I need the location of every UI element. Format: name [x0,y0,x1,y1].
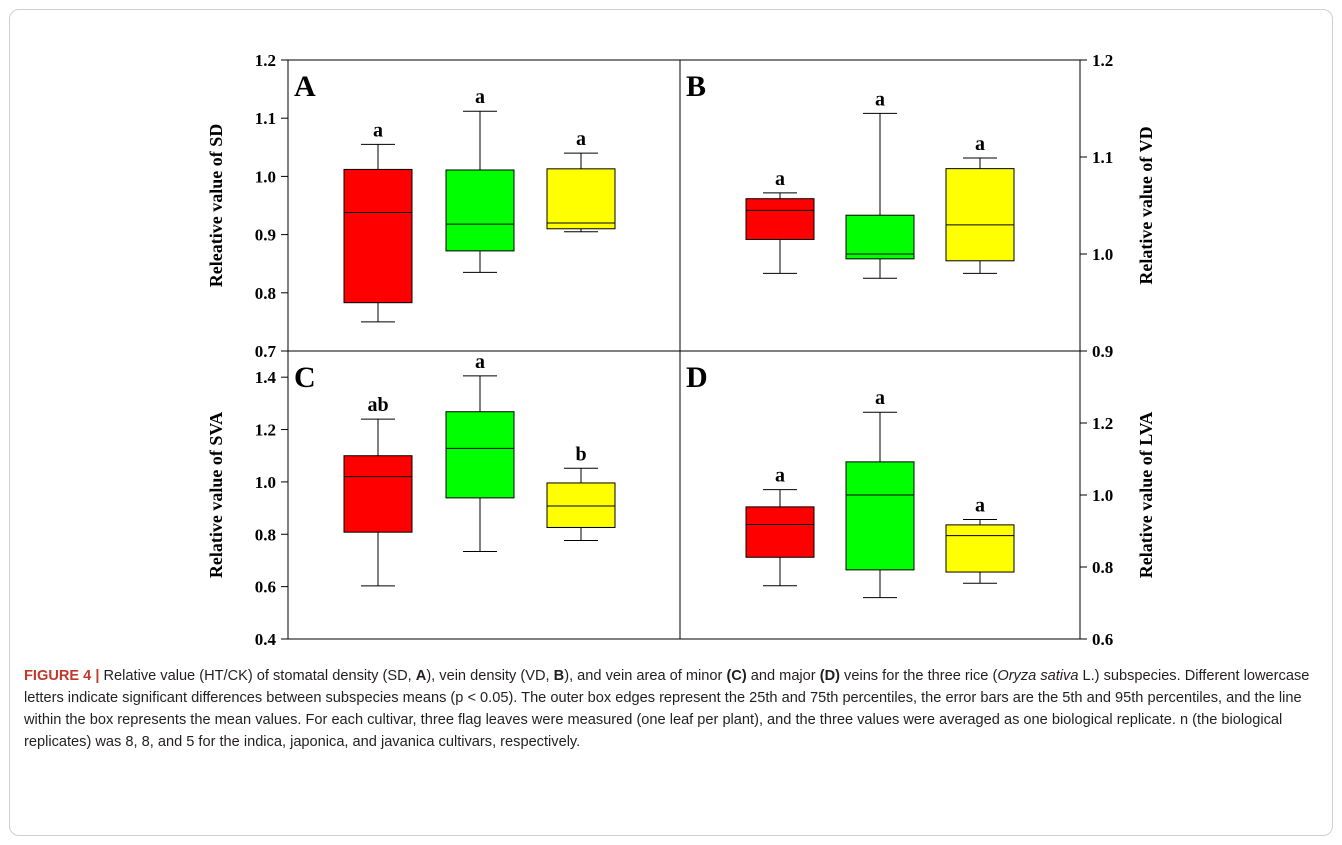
caption-panel-c: (C) [726,668,747,684]
y-tick-label: 1.0 [255,167,276,186]
figure-caption: FIGURE 4 | Relative value (HT/CK) of sto… [24,665,1324,753]
figure-frame [9,9,1333,836]
caption-text: ), vein density (VD, [426,668,554,684]
caption-panel-a: A [415,668,427,684]
caption-panel-b: B [553,668,565,684]
y-tick-label: 1.2 [1092,414,1113,433]
box-javanica [546,168,616,230]
box-japonica [845,461,915,571]
y-tick-label: 0.8 [1092,558,1113,577]
significance-letter: a [373,119,383,141]
box-javanica [945,524,1015,573]
box-indica [343,168,413,304]
significance-letter: a [875,88,885,110]
y-tick-label: 1.2 [255,421,276,440]
caption-text: ), and vein area of minor [564,668,727,684]
box-japonica [845,214,915,260]
significance-letter: a [975,494,985,516]
caption-panel-d: (D) [819,668,840,684]
y-tick-label: 0.9 [1092,342,1113,361]
significance-letter: a [975,133,985,155]
y-axis-label: Relative value of LVA [1136,412,1156,579]
caption-text: veins for the three rice ( [839,668,998,684]
y-axis-label: Relative value of SVA [206,412,226,578]
y-tick-label: 1.2 [255,51,276,70]
box-indica [343,455,413,533]
box-indica [745,506,815,558]
y-tick-label: 0.6 [255,578,276,597]
y-tick-label: 0.4 [255,630,277,649]
caption-text: and major [746,668,820,684]
box-japonica [445,169,515,252]
x-category-label: Indica [754,658,806,660]
box-indica [745,198,815,240]
significance-letter: a [775,465,785,487]
y-tick-label: 1.2 [1092,51,1113,70]
panel-label: C [294,361,316,394]
y-tick-label: 1.0 [1092,245,1113,264]
y-tick-label: 0.7 [255,342,277,361]
panel-label: B [686,70,706,103]
x-category-label: Japonica [844,658,917,660]
y-tick-label: 1.4 [255,368,277,387]
box-javanica [945,168,1015,262]
x-category-label: Javanica [944,658,1016,660]
y-axis-label: Relative value of VD [1136,126,1156,284]
y-tick-label: 1.0 [255,473,276,492]
box-japonica [445,411,515,499]
panel-label: D [686,361,708,394]
significance-letter: a [475,86,485,108]
figure-label: FIGURE 4 | [24,668,100,684]
y-axis-label: Releative value of SD [206,124,226,287]
significance-letter: a [775,168,785,190]
caption-species: Oryza sativa [997,668,1079,684]
x-category-label: Javanica [545,658,617,660]
significance-letter: a [576,128,586,150]
panel-label: A [294,70,316,103]
y-tick-label: 1.1 [1092,148,1113,167]
y-tick-label: 0.8 [255,284,276,303]
x-category-label: Japonica [444,658,517,660]
y-tick-label: 0.6 [1092,630,1113,649]
y-tick-label: 1.0 [1092,486,1113,505]
significance-letter: a [475,351,485,373]
x-category-label: Indica [352,658,404,660]
y-tick-label: 0.8 [255,525,276,544]
box-javanica [546,482,616,528]
caption-text: Relative value (HT/CK) of stomatal densi… [99,668,416,684]
significance-letter: ab [367,394,388,416]
significance-letter: b [575,443,586,465]
box-plot-figure: 0.7 0.8 0.9 1.0 1.1 1.2 Releative value of SD A… [206,51,1156,660]
significance-letter: a [875,387,885,409]
caption-text: L.) subspecies. Different lowercase lett… [24,668,1310,750]
y-tick-label: 0.9 [255,226,276,245]
plot-outer-border [287,59,1081,640]
y-tick-label: 1.1 [255,109,276,128]
